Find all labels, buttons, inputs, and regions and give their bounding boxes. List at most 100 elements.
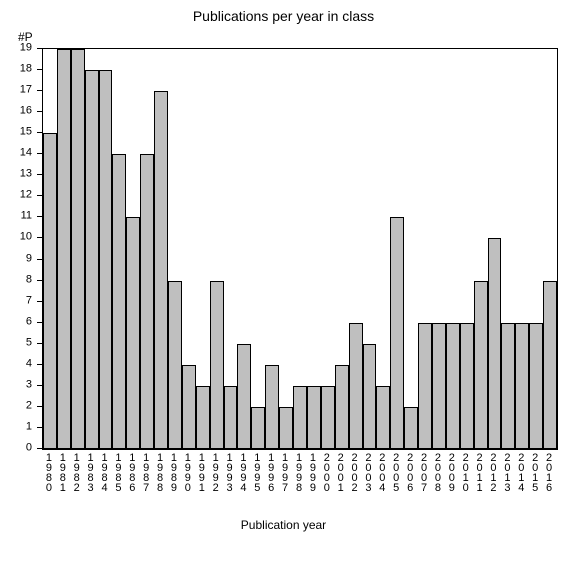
- x-tick-label: 2006: [404, 452, 415, 492]
- x-tick-label: 1989: [168, 452, 179, 492]
- bar: [154, 91, 168, 449]
- x-tick-label: 1981: [57, 452, 68, 492]
- x-tick-label: 2001: [335, 452, 346, 492]
- x-tick-label: 2002: [349, 452, 360, 492]
- y-tick-mark: [37, 216, 42, 217]
- y-tick-label: 8: [0, 274, 32, 285]
- x-tick-label: 2011: [474, 452, 485, 492]
- y-tick-mark: [37, 111, 42, 112]
- x-tick-label: 1986: [126, 452, 137, 492]
- x-tick-label: 2014: [515, 452, 526, 492]
- bar: [363, 344, 377, 449]
- y-tick-mark: [37, 90, 42, 91]
- x-tick-label: 1990: [182, 452, 193, 492]
- bar: [376, 386, 390, 449]
- x-tick-label: 1994: [237, 452, 248, 492]
- bar: [126, 217, 140, 449]
- y-tick-label: 17: [0, 85, 32, 96]
- bar: [293, 386, 307, 449]
- bar: [279, 407, 293, 449]
- y-tick-label: 16: [0, 106, 32, 117]
- x-tick-label: 2010: [460, 452, 471, 492]
- bar: [140, 154, 154, 449]
- x-tick-label: 1984: [99, 452, 110, 492]
- plot-area: [42, 48, 558, 450]
- x-tick-label: 1998: [293, 452, 304, 492]
- y-tick-label: 2: [0, 400, 32, 411]
- y-tick-label: 7: [0, 295, 32, 306]
- bar: [57, 49, 71, 449]
- bar: [224, 386, 238, 449]
- chart-title: Publications per year in class: [0, 8, 567, 24]
- bar: [112, 154, 126, 449]
- y-tick-mark: [37, 427, 42, 428]
- y-tick-label: 11: [0, 211, 32, 222]
- bar: [99, 70, 113, 449]
- y-tick-label: 10: [0, 232, 32, 243]
- bar: [43, 133, 57, 449]
- x-tick-label: 2012: [487, 452, 498, 492]
- y-tick-mark: [37, 153, 42, 154]
- x-tick-label: 2004: [376, 452, 387, 492]
- bar: [349, 323, 363, 449]
- bar: [182, 365, 196, 449]
- y-tick-mark: [37, 48, 42, 49]
- y-tick-label: 15: [0, 127, 32, 138]
- bar: [404, 407, 418, 449]
- y-tick-label: 5: [0, 337, 32, 348]
- x-tick-label: 2003: [362, 452, 373, 492]
- y-tick-mark: [37, 259, 42, 260]
- bar: [307, 386, 321, 449]
- y-tick-label: 13: [0, 169, 32, 180]
- bar: [432, 323, 446, 449]
- x-tick-label: 1982: [71, 452, 82, 492]
- bar: [237, 344, 251, 449]
- y-tick-label: 3: [0, 379, 32, 390]
- bar: [251, 407, 265, 449]
- y-tick-label: 0: [0, 443, 32, 454]
- x-tick-label: 2009: [446, 452, 457, 492]
- bar: [210, 281, 224, 449]
- y-tick-label: 12: [0, 190, 32, 201]
- y-tick-mark: [37, 448, 42, 449]
- x-axis-title: Publication year: [0, 518, 567, 532]
- x-tick-label: 2015: [529, 452, 540, 492]
- x-tick-label: 1997: [279, 452, 290, 492]
- y-tick-mark: [37, 132, 42, 133]
- y-tick-label: 4: [0, 358, 32, 369]
- bar: [335, 365, 349, 449]
- bar: [418, 323, 432, 449]
- x-tick-label: 1983: [85, 452, 96, 492]
- bar: [460, 323, 474, 449]
- y-tick-label: 1: [0, 421, 32, 432]
- bar: [168, 281, 182, 449]
- x-tick-label: 2016: [543, 452, 554, 492]
- bar: [543, 281, 557, 449]
- y-tick-label: 9: [0, 253, 32, 264]
- bar: [529, 323, 543, 449]
- x-tick-label: 1987: [140, 452, 151, 492]
- x-tick-label: 1991: [196, 452, 207, 492]
- y-tick-mark: [37, 69, 42, 70]
- bar: [474, 281, 488, 449]
- bar: [501, 323, 515, 449]
- x-tick-label: 1988: [154, 452, 165, 492]
- y-tick-mark: [37, 301, 42, 302]
- x-tick-label: 2013: [501, 452, 512, 492]
- y-tick-mark: [37, 364, 42, 365]
- chart-container: Publications per year in class #P 012345…: [0, 0, 567, 567]
- y-tick-label: 14: [0, 148, 32, 159]
- bar: [196, 386, 210, 449]
- x-tick-label: 1995: [251, 452, 262, 492]
- y-tick-label: 18: [0, 64, 32, 75]
- x-tick-label: 2000: [321, 452, 332, 492]
- y-tick-mark: [37, 322, 42, 323]
- x-tick-label: 1993: [224, 452, 235, 492]
- y-tick-label: 6: [0, 316, 32, 327]
- y-tick-mark: [37, 406, 42, 407]
- x-tick-label: 1996: [265, 452, 276, 492]
- x-tick-label: 2005: [390, 452, 401, 492]
- y-tick-mark: [37, 174, 42, 175]
- bar: [321, 386, 335, 449]
- bar: [446, 323, 460, 449]
